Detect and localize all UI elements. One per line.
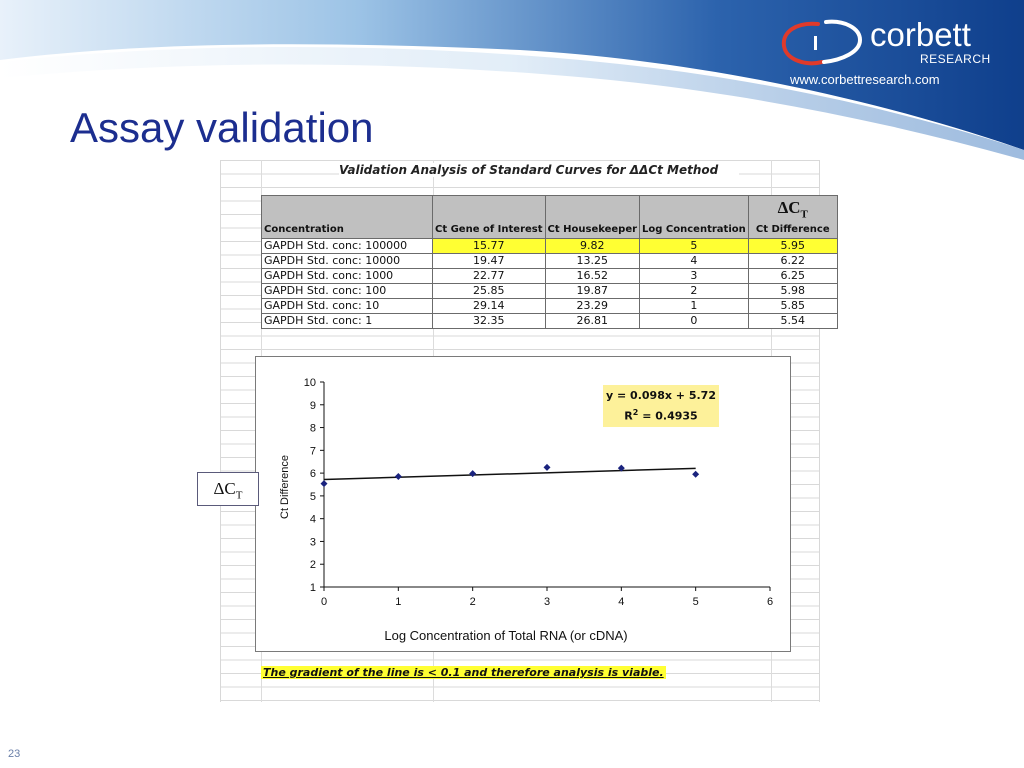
cell-concentration: GAPDH Std. conc: 100000 xyxy=(261,238,433,255)
delta-ct-callout: ΔCT xyxy=(197,472,259,506)
data-point xyxy=(320,480,328,488)
slide-title: Assay validation xyxy=(70,104,374,151)
logo-swirl-icon xyxy=(781,19,863,66)
cell-ct-housekeeper: 16.52 xyxy=(544,268,641,285)
cell-ct-difference: 5.54 xyxy=(747,313,838,330)
header-swoosh-background xyxy=(0,0,1024,160)
ct-difference-label: Ct Difference xyxy=(755,224,830,236)
cell-log-concentration: 4 xyxy=(639,253,749,270)
chart-points xyxy=(320,463,700,488)
cell-ct-difference: 5.85 xyxy=(747,298,838,315)
y-tick-label: 8 xyxy=(310,423,316,435)
delta-ct-callout-symbol: ΔC xyxy=(213,479,236,498)
y-tick-label: 5 xyxy=(310,491,316,503)
conclusion-note: The gradient of the line is < 0.1 and th… xyxy=(261,666,666,679)
r-squared-label: R xyxy=(624,409,633,423)
trendline-equation: y = 0.098x + 5.72 R2 = 0.4935 xyxy=(603,385,719,427)
delta-ct-symbol: ΔC xyxy=(777,198,801,217)
corbett-logo: corbett RESEARCH xyxy=(778,14,1008,74)
validation-table: Concentration Ct Gene of Interest Ct Hou… xyxy=(261,194,838,330)
cell-ct-gene: 22.77 xyxy=(432,268,546,285)
table-row: GAPDH Std. conc: 10000 19.47 13.25 4 6.2… xyxy=(261,253,838,270)
table-header-row: Concentration Ct Gene of Interest Ct Hou… xyxy=(261,194,838,240)
x-axis-label: Log Concentration of Total RNA (or cDNA) xyxy=(384,628,627,643)
trendline xyxy=(323,467,696,481)
cell-ct-housekeeper: 13.25 xyxy=(544,253,641,270)
cell-concentration: GAPDH Std. conc: 1 xyxy=(261,313,433,330)
cell-ct-difference: 6.22 xyxy=(747,253,838,270)
delta-ct-subscript: T xyxy=(800,208,808,221)
cell-ct-difference: 6.25 xyxy=(747,268,838,285)
cell-ct-housekeeper: 9.82 xyxy=(544,238,641,255)
cell-ct-gene: 15.77 xyxy=(432,238,546,255)
cell-concentration: GAPDH Std. conc: 1000 xyxy=(261,268,433,285)
r-squared: R2 = 0.4935 xyxy=(603,404,719,425)
table-row: GAPDH Std. conc: 100000 15.77 9.82 5 5.9… xyxy=(261,238,838,255)
y-tick-label: 6 xyxy=(310,468,316,480)
cell-ct-housekeeper: 26.81 xyxy=(544,313,641,330)
cell-log-concentration: 0 xyxy=(639,313,749,330)
chart-container: 1 2 3 4 5 6 7 8 9 10 0 1 2 3 4 5 6 Ct Difference Log Con… xyxy=(255,356,791,652)
logo-subtitle: RESEARCH xyxy=(920,52,991,66)
r-squared-sup: 2 xyxy=(632,408,639,417)
header-ct-gene: Ct Gene of Interest xyxy=(432,194,546,240)
header-ct-housekeeper: Ct Housekeeper xyxy=(544,194,641,240)
cell-ct-gene: 25.85 xyxy=(432,283,546,300)
cell-ct-gene: 29.14 xyxy=(432,298,546,315)
delta-ct-heading: ΔCT xyxy=(751,198,835,224)
y-tick-label: 4 xyxy=(310,514,316,526)
data-point xyxy=(394,473,402,481)
x-tick-label: 1 xyxy=(395,596,401,608)
chart-trendline-group xyxy=(323,467,696,481)
header-log-concentration: Log Concentration xyxy=(639,194,749,240)
x-tick-label: 4 xyxy=(618,596,624,608)
x-tick-label: 0 xyxy=(321,596,327,608)
logo-wordmark: corbett xyxy=(870,16,971,53)
cell-ct-difference: 5.95 xyxy=(747,238,838,255)
cell-log-concentration: 2 xyxy=(639,283,749,300)
delta-ct-callout-subscript: T xyxy=(235,489,243,502)
header-concentration: Concentration xyxy=(261,194,433,240)
table-row: GAPDH Std. conc: 100 25.85 19.87 2 5.98 xyxy=(261,283,838,300)
sheet-title: Validation Analysis of Standard Curves f… xyxy=(339,163,739,177)
cell-ct-gene: 32.35 xyxy=(432,313,546,330)
cell-log-concentration: 5 xyxy=(639,238,749,255)
equation-text: y = 0.098x + 5.72 xyxy=(606,389,716,402)
data-point xyxy=(617,464,625,472)
header-ct-difference: ΔCT Ct Difference xyxy=(747,194,838,240)
y-tick-label: 2 xyxy=(310,559,316,571)
cell-concentration: GAPDH Std. conc: 10 xyxy=(261,298,433,315)
y-tick-label: 3 xyxy=(310,536,316,548)
cell-concentration: GAPDH Std. conc: 100 xyxy=(261,283,433,300)
data-point xyxy=(469,470,477,478)
cell-ct-housekeeper: 23.29 xyxy=(544,298,641,315)
cell-ct-difference: 5.98 xyxy=(747,283,838,300)
data-point xyxy=(543,463,551,471)
slide-number: 23 xyxy=(8,748,21,760)
cell-ct-gene: 19.47 xyxy=(432,253,546,270)
x-tick-label: 3 xyxy=(544,596,550,608)
y-tick-label: 10 xyxy=(304,377,316,389)
y-tick-label: 9 xyxy=(310,400,316,412)
y-axis-label: Ct Difference xyxy=(279,455,291,519)
cell-ct-housekeeper: 19.87 xyxy=(544,283,641,300)
x-tick-label: 5 xyxy=(693,596,699,608)
r-squared-value: = 0.4935 xyxy=(638,409,698,423)
data-point xyxy=(692,470,700,478)
table-row: GAPDH Std. conc: 10 29.14 23.29 1 5.85 xyxy=(261,298,838,315)
y-tick-label: 1 xyxy=(310,582,316,594)
table-row: GAPDH Std. conc: 1000 22.77 16.52 3 6.25 xyxy=(261,268,838,285)
x-tick-label: 6 xyxy=(767,596,773,608)
cell-log-concentration: 3 xyxy=(639,268,749,285)
table-row: GAPDH Std. conc: 1 32.35 26.81 0 5.54 xyxy=(261,313,838,330)
cell-log-concentration: 1 xyxy=(639,298,749,315)
x-tick-label: 2 xyxy=(470,596,476,608)
cell-concentration: GAPDH Std. conc: 10000 xyxy=(261,253,433,270)
website-url: www.corbettresearch.com xyxy=(790,72,940,87)
y-tick-label: 7 xyxy=(310,445,316,457)
